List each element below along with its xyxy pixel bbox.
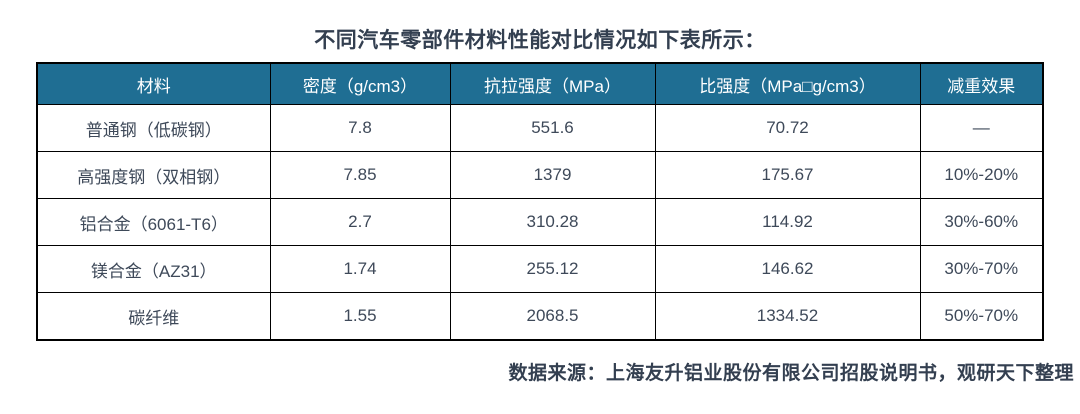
cell-weight-reduction: 50%-70% xyxy=(919,292,1044,341)
column-header-material: 材料 xyxy=(36,62,271,105)
cell-weight-reduction: — xyxy=(919,104,1044,152)
cell-weight-reduction: 30%-70% xyxy=(919,245,1044,293)
cell-specific-strength: 1334.52 xyxy=(654,292,921,341)
table-row: 铝合金（6061-T6） 2.7 310.28 114.92 30%-60% xyxy=(36,198,1044,246)
cell-tensile-strength: 551.6 xyxy=(449,104,656,152)
column-header-specific-strength: 比强度（MPa□g/cm3） xyxy=(654,62,921,105)
column-header-density: 密度（g/cm3） xyxy=(269,62,451,105)
cell-weight-reduction: 30%-60% xyxy=(919,198,1044,246)
column-header-weight-reduction: 减重效果 xyxy=(919,62,1044,105)
materials-comparison-table: 材料 密度（g/cm3） 抗拉强度（MPa） 比强度（MPa□g/cm3） 减重… xyxy=(36,62,1044,341)
column-header-tensile-strength: 抗拉强度（MPa） xyxy=(449,62,656,105)
table-row: 普通钢（低碳钢） 7.8 551.6 70.72 — xyxy=(36,104,1044,152)
cell-density: 7.8 xyxy=(269,104,451,152)
cell-specific-strength: 175.67 xyxy=(654,151,921,199)
page-title: 不同汽车零部件材料性能对比情况如下表所示： xyxy=(314,29,766,52)
cell-specific-strength: 70.72 xyxy=(654,104,921,152)
cell-density: 1.74 xyxy=(269,245,451,293)
cell-material: 高强度钢（双相钢） xyxy=(36,151,271,199)
cell-specific-strength: 114.92 xyxy=(654,198,921,246)
table-row: 镁合金（AZ31） 1.74 255.12 146.62 30%-70% xyxy=(36,245,1044,293)
cell-density: 7.85 xyxy=(269,151,451,199)
cell-tensile-strength: 255.12 xyxy=(449,245,656,293)
cell-density: 2.7 xyxy=(269,198,451,246)
cell-tensile-strength: 310.28 xyxy=(449,198,656,246)
cell-density: 1.55 xyxy=(269,292,451,341)
cell-material: 碳纤维 xyxy=(36,292,271,341)
table-row: 碳纤维 1.55 2068.5 1334.52 50%-70% xyxy=(36,292,1044,341)
cell-material: 镁合金（AZ31） xyxy=(36,245,271,293)
table-header-row: 材料 密度（g/cm3） 抗拉强度（MPa） 比强度（MPa□g/cm3） 减重… xyxy=(36,62,1044,105)
cell-specific-strength: 146.62 xyxy=(654,245,921,293)
table-row: 高强度钢（双相钢） 7.85 1379 175.67 10%-20% xyxy=(36,151,1044,199)
cell-material: 普通钢（低碳钢） xyxy=(36,104,271,152)
cell-tensile-strength: 1379 xyxy=(449,151,656,199)
cell-material: 铝合金（6061-T6） xyxy=(36,198,271,246)
cell-tensile-strength: 2068.5 xyxy=(449,292,656,341)
data-source-note: 数据来源：上海友升铝业股份有限公司招股说明书，观研天下整理 xyxy=(508,363,1074,384)
cell-weight-reduction: 10%-20% xyxy=(919,151,1044,199)
